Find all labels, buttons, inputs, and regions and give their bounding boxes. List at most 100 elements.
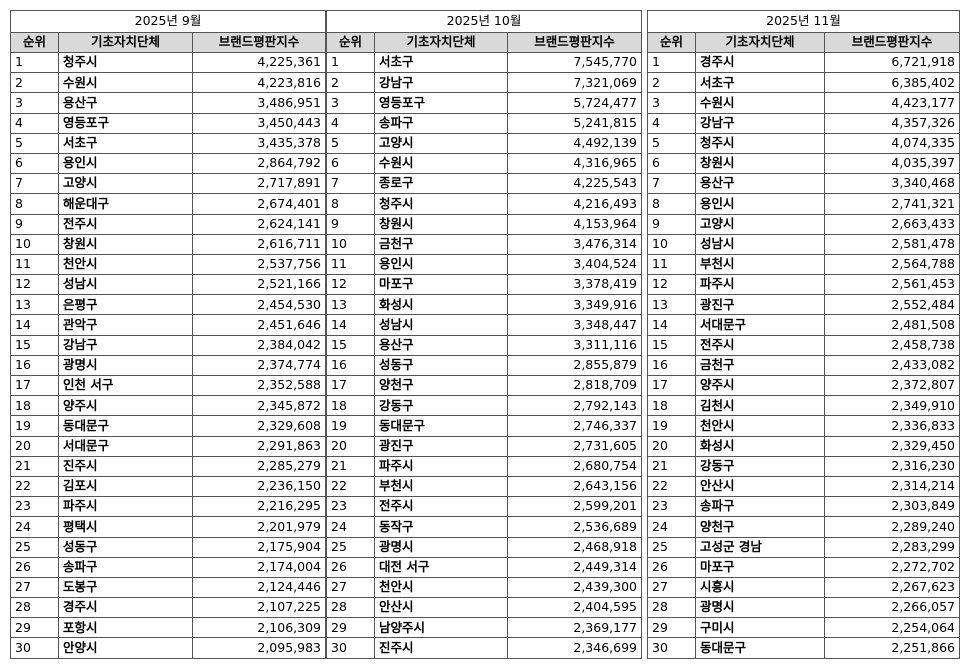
region-cell: 은평구 bbox=[58, 294, 193, 316]
index-cell: 3,340,468 bbox=[824, 173, 960, 195]
data-row: 24 양천구 2,289,240 bbox=[647, 516, 960, 538]
rank-cell: 24 bbox=[10, 516, 59, 538]
index-cell: 2,384,042 bbox=[192, 334, 326, 356]
index-cell: 2,404,595 bbox=[507, 597, 642, 619]
data-row: 20 광진구 2,731,605 bbox=[326, 435, 642, 457]
column-header: 순위 bbox=[647, 32, 696, 53]
rank-cell: 7 bbox=[10, 173, 59, 195]
title-row: 2025년 9월 bbox=[10, 10, 326, 33]
region-cell: 광진구 bbox=[374, 435, 508, 457]
index-cell: 2,345,872 bbox=[192, 395, 326, 417]
region-cell: 청주시 bbox=[695, 132, 825, 154]
region-cell: 서초구 bbox=[58, 132, 193, 154]
rank-cell: 29 bbox=[326, 617, 375, 639]
index-cell: 6,721,918 bbox=[824, 51, 960, 74]
rank-cell: 8 bbox=[326, 193, 375, 215]
rank-cell: 13 bbox=[326, 294, 375, 316]
rank-cell: 23 bbox=[647, 496, 696, 518]
month-table: 2025년 11월 순위 기초자치단체 브랜드평판지수 1 경주시 6,721,918 2 서초… bbox=[647, 10, 960, 659]
data-row: 8 해운대구 2,674,401 bbox=[10, 193, 326, 215]
region-cell: 강동구 bbox=[695, 455, 825, 477]
rank-cell: 25 bbox=[326, 536, 375, 558]
index-cell: 4,216,493 bbox=[507, 193, 642, 215]
data-row: 26 송파구 2,174,004 bbox=[10, 556, 326, 578]
index-cell: 3,378,419 bbox=[507, 274, 642, 296]
data-row: 27 천안시 2,439,300 bbox=[326, 576, 642, 599]
rank-cell: 28 bbox=[10, 597, 59, 619]
region-cell: 전주시 bbox=[58, 213, 193, 235]
region-cell: 강남구 bbox=[58, 334, 193, 356]
region-cell: 경주시 bbox=[695, 51, 825, 74]
index-cell: 3,476,314 bbox=[507, 233, 642, 255]
data-row: 22 김포시 2,236,150 bbox=[10, 475, 326, 498]
index-cell: 2,314,214 bbox=[824, 475, 960, 498]
region-cell: 창원시 bbox=[695, 152, 825, 175]
data-row: 29 구미시 2,254,064 bbox=[647, 617, 960, 639]
region-cell: 부천시 bbox=[695, 253, 825, 276]
region-cell: 성동구 bbox=[374, 354, 508, 377]
rank-cell: 13 bbox=[647, 294, 696, 316]
index-cell: 2,329,450 bbox=[824, 435, 960, 457]
region-cell: 남양주시 bbox=[374, 617, 508, 639]
data-row: 27 도봉구 2,124,446 bbox=[10, 576, 326, 599]
column-header: 기초자치단체 bbox=[695, 32, 825, 53]
rank-cell: 29 bbox=[10, 617, 59, 639]
index-cell: 2,663,433 bbox=[824, 213, 960, 235]
region-cell: 도봉구 bbox=[58, 576, 193, 599]
rank-cell: 3 bbox=[10, 92, 59, 114]
data-row: 22 안산시 2,314,214 bbox=[647, 475, 960, 498]
rank-cell: 29 bbox=[647, 617, 696, 639]
rank-cell: 22 bbox=[326, 475, 375, 498]
data-row: 13 광진구 2,552,484 bbox=[647, 294, 960, 316]
data-row: 14 서대문구 2,481,508 bbox=[647, 314, 960, 336]
data-row: 23 전주시 2,599,201 bbox=[326, 496, 642, 518]
region-cell: 진주시 bbox=[374, 637, 508, 659]
index-cell: 2,454,530 bbox=[192, 294, 326, 316]
index-cell: 2,369,177 bbox=[507, 617, 642, 639]
region-cell: 마포구 bbox=[374, 274, 508, 296]
index-cell: 2,374,774 bbox=[192, 354, 326, 377]
index-cell: 2,107,225 bbox=[192, 597, 326, 619]
region-cell: 금천구 bbox=[374, 233, 508, 255]
region-cell: 서대문구 bbox=[58, 435, 193, 457]
index-cell: 2,267,623 bbox=[824, 576, 960, 599]
index-cell: 2,537,756 bbox=[192, 253, 326, 276]
rank-cell: 26 bbox=[647, 556, 696, 578]
rank-cell: 9 bbox=[326, 213, 375, 235]
region-cell: 파주시 bbox=[58, 496, 193, 518]
region-cell: 고양시 bbox=[58, 173, 193, 195]
region-cell: 성남시 bbox=[695, 233, 825, 255]
rank-cell: 30 bbox=[326, 637, 375, 659]
data-row: 19 동대문구 2,746,337 bbox=[326, 415, 642, 437]
index-cell: 2,599,201 bbox=[507, 496, 642, 518]
rank-cell: 15 bbox=[10, 334, 59, 356]
data-row: 4 송파구 5,241,815 bbox=[326, 112, 642, 134]
rank-cell: 16 bbox=[647, 354, 696, 377]
rank-cell: 6 bbox=[326, 152, 375, 175]
data-row: 3 수원시 4,423,177 bbox=[647, 92, 960, 114]
region-cell: 영등포구 bbox=[374, 92, 508, 114]
index-cell: 3,311,116 bbox=[507, 334, 642, 356]
data-row: 23 파주시 2,216,295 bbox=[10, 496, 326, 518]
data-row: 6 창원시 4,035,397 bbox=[647, 152, 960, 175]
region-cell: 성남시 bbox=[58, 274, 193, 296]
index-cell: 2,439,300 bbox=[507, 576, 642, 599]
data-row: 13 화성시 3,349,916 bbox=[326, 294, 642, 316]
rank-cell: 28 bbox=[326, 597, 375, 619]
rank-cell: 4 bbox=[10, 112, 59, 134]
rank-cell: 1 bbox=[647, 51, 696, 74]
data-row: 20 화성시 2,329,450 bbox=[647, 435, 960, 457]
data-row: 25 성동구 2,175,904 bbox=[10, 536, 326, 558]
rank-cell: 23 bbox=[10, 496, 59, 518]
index-cell: 2,674,401 bbox=[192, 193, 326, 215]
index-cell: 3,486,951 bbox=[192, 92, 326, 114]
month-title: 2025년 10월 bbox=[326, 10, 642, 33]
rank-cell: 6 bbox=[10, 152, 59, 175]
data-row: 3 용산구 3,486,951 bbox=[10, 92, 326, 114]
rank-cell: 5 bbox=[647, 132, 696, 154]
data-row: 15 강남구 2,384,042 bbox=[10, 334, 326, 356]
region-cell: 광명시 bbox=[58, 354, 193, 377]
data-row: 13 은평구 2,454,530 bbox=[10, 294, 326, 316]
index-cell: 2,346,699 bbox=[507, 637, 642, 659]
index-cell: 4,223,816 bbox=[192, 72, 326, 94]
